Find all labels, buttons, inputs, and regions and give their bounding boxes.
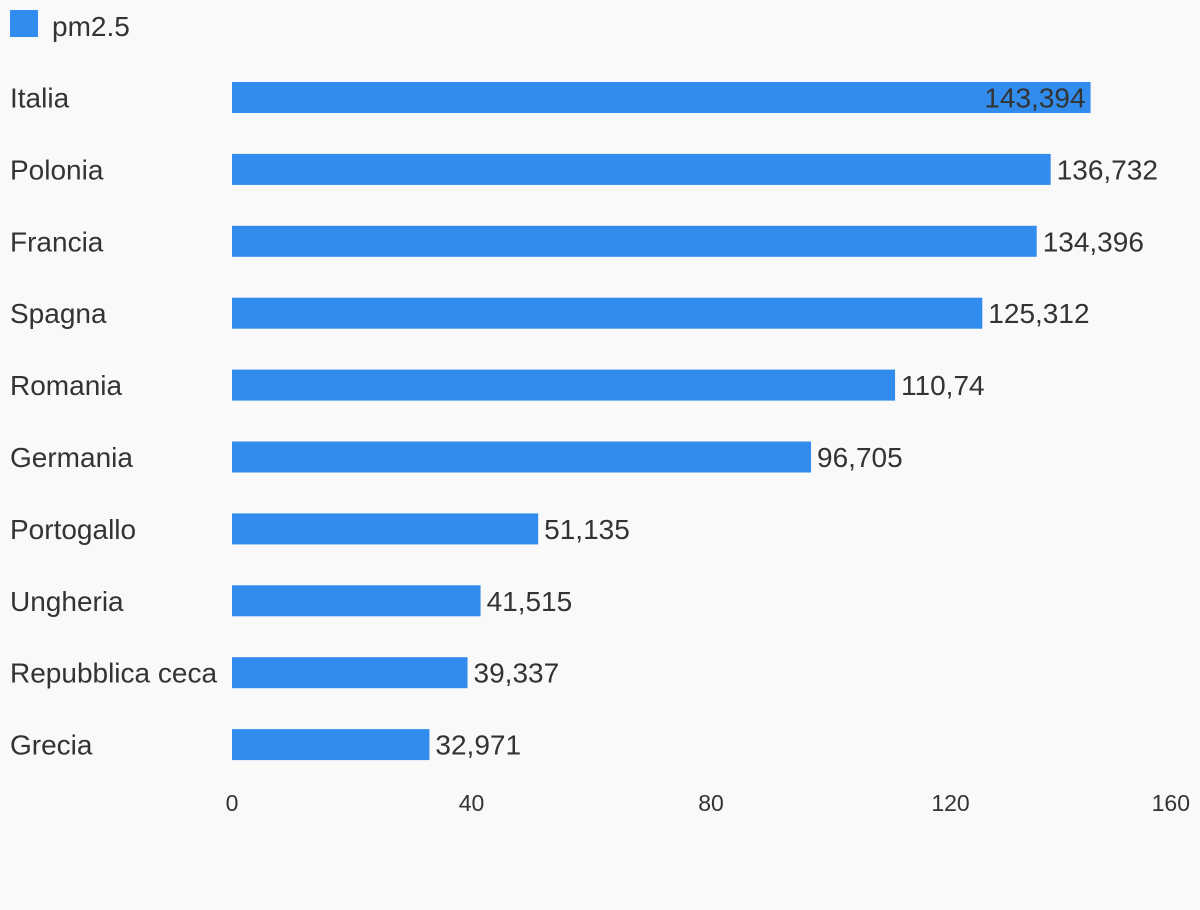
category-label-grecia: Grecia bbox=[10, 730, 93, 761]
bar-repubblica-ceca bbox=[232, 657, 468, 689]
x-tick-label-160: 160 bbox=[1152, 790, 1190, 816]
category-label-portogallo: Portogallo bbox=[10, 514, 136, 545]
x-tick-label-120: 120 bbox=[931, 790, 969, 816]
category-label-spagna: Spagna bbox=[10, 298, 107, 329]
bar-portogallo bbox=[232, 513, 539, 545]
bar-ungheria bbox=[232, 585, 481, 617]
category-label-francia: Francia bbox=[10, 226, 104, 257]
x-tick-label-40: 40 bbox=[459, 790, 485, 816]
category-labels: Italia Polonia Francia Spagna Romania Germani… bbox=[10, 83, 217, 761]
legend-swatch-pm2-5 bbox=[10, 10, 38, 37]
category-label-germania: Germania bbox=[10, 442, 133, 473]
x-tick-label-0: 0 bbox=[226, 790, 239, 816]
value-label-grecia: 32,971 bbox=[435, 730, 521, 761]
bar-grecia bbox=[232, 729, 430, 761]
value-label-italia: 143,394 bbox=[984, 83, 1085, 114]
category-label-romania: Romania bbox=[10, 370, 122, 401]
category-label-polonia: Polonia bbox=[10, 154, 104, 185]
x-axis: 0 40 80 120 160 bbox=[226, 790, 1190, 816]
legend-label-pm2-5: pm2.5 bbox=[52, 11, 130, 42]
value-labels: 143,394 136,732 134,396 125,312 110,74 96,705… bbox=[435, 83, 1157, 761]
value-label-germania: 96,705 bbox=[817, 442, 903, 473]
bar-romania bbox=[232, 369, 896, 401]
category-label-repubblica-ceca: Repubblica ceca bbox=[10, 658, 217, 689]
bar-francia bbox=[232, 225, 1037, 257]
bar-polonia bbox=[232, 153, 1051, 185]
category-label-ungheria: Ungheria bbox=[10, 586, 124, 617]
value-label-repubblica-ceca: 39,337 bbox=[474, 658, 560, 689]
bar-italia bbox=[232, 82, 1091, 113]
value-label-francia: 134,396 bbox=[1043, 226, 1144, 257]
legend: pm2.5 bbox=[10, 10, 130, 42]
value-label-polonia: 136,732 bbox=[1057, 154, 1158, 185]
value-label-portogallo: 51,135 bbox=[544, 514, 630, 545]
value-label-spagna: 125,312 bbox=[988, 298, 1089, 329]
bar-spagna bbox=[232, 297, 983, 329]
value-label-ungheria: 41,515 bbox=[487, 586, 573, 617]
x-tick-label-80: 80 bbox=[698, 790, 724, 816]
bar-germania bbox=[232, 441, 812, 473]
bars bbox=[232, 82, 1091, 761]
category-label-italia: Italia bbox=[10, 83, 70, 114]
value-label-romania: 110,74 bbox=[901, 370, 985, 401]
